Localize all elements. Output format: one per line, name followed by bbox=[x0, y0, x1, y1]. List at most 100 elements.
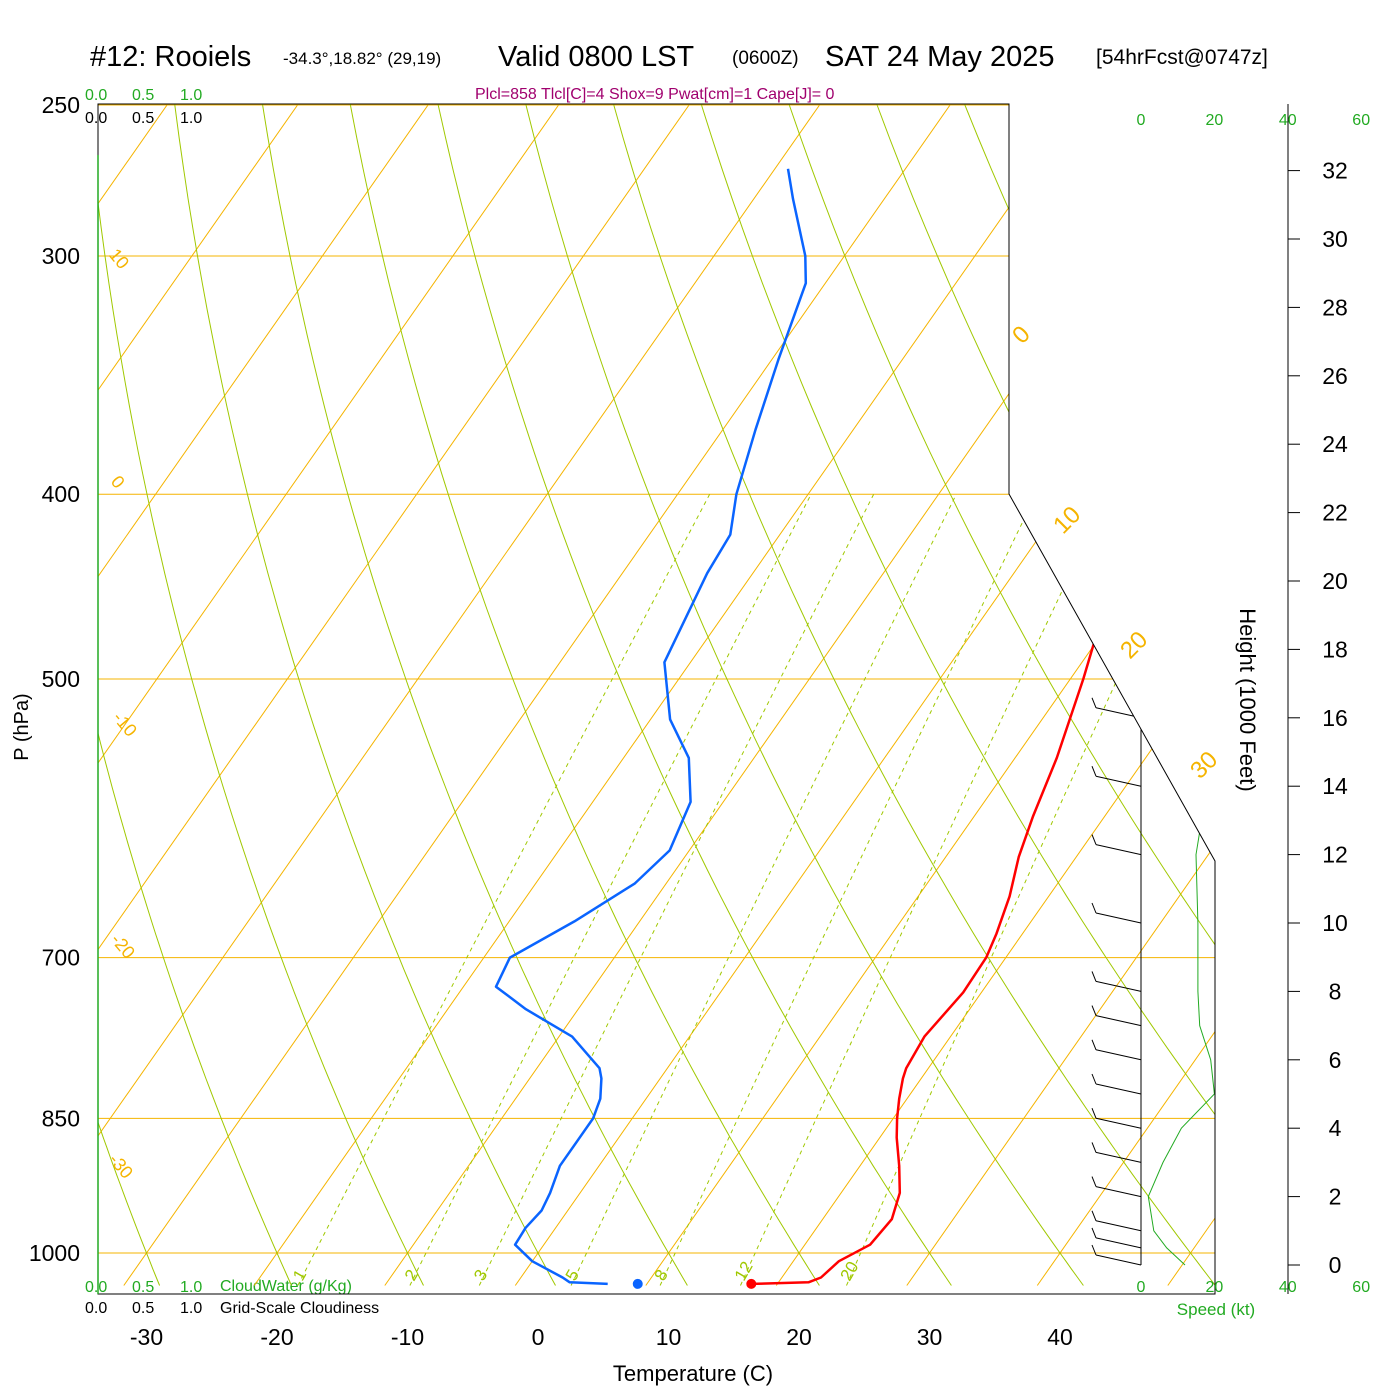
wind-barb bbox=[1095, 1083, 1142, 1095]
cloudwater-label: CloudWater (g/Kg) bbox=[220, 1278, 352, 1295]
dry-adiabat-line bbox=[517, 104, 1084, 1286]
isotherm-line bbox=[98, 104, 322, 1286]
isotherm-label: 30 bbox=[1185, 746, 1223, 784]
isotherm-label: 20 bbox=[1115, 626, 1153, 664]
mixing-ratio-line bbox=[846, 493, 1204, 1286]
cloudiness-tick: 0.5 bbox=[132, 1300, 154, 1317]
wind-barb-flag bbox=[1091, 697, 1097, 708]
height-tick-label: 4 bbox=[1329, 1115, 1342, 1141]
wind-barb-flag bbox=[1091, 1176, 1097, 1187]
wind-barb-flag bbox=[1091, 902, 1097, 914]
isotherm-line bbox=[98, 104, 583, 1286]
isotherm-line bbox=[645, 104, 1215, 1286]
height-tick-label: 14 bbox=[1322, 773, 1348, 799]
temperature-tick-label: -10 bbox=[391, 1324, 424, 1350]
dry-adiabat-line bbox=[604, 104, 1215, 1286]
dry-adiabat-line bbox=[1124, 104, 1215, 1286]
dry-adiabat-line bbox=[864, 104, 1215, 1286]
pressure-tick-label: 400 bbox=[42, 481, 80, 507]
dry-adiabat-line bbox=[256, 104, 688, 1286]
wind-barb-flag bbox=[1091, 355, 1097, 366]
mixing-ratio-line bbox=[409, 493, 812, 1286]
height-tick-label: 24 bbox=[1322, 431, 1348, 457]
height-tick-label: 6 bbox=[1329, 1047, 1342, 1073]
height-tick-label: 12 bbox=[1322, 842, 1348, 868]
pressure-tick-label: 500 bbox=[42, 666, 80, 692]
isotherm-line bbox=[98, 104, 714, 1286]
height-tick-label: 0 bbox=[1329, 1252, 1342, 1278]
wind-barb bbox=[1095, 160, 1142, 172]
height-tick-label: 16 bbox=[1322, 705, 1348, 731]
wind-barb bbox=[1095, 1186, 1142, 1198]
wind-barb-flag bbox=[1091, 492, 1097, 503]
isotherm-label: 10 bbox=[105, 245, 133, 273]
forecast-info: [54hrFcst@0747z] bbox=[1096, 46, 1268, 69]
mixing-ratio-label: 3 bbox=[470, 1266, 491, 1284]
mixing-ratio-label: 8 bbox=[651, 1266, 672, 1284]
height-tick-label: 18 bbox=[1322, 636, 1348, 662]
temperature-tick-label: 10 bbox=[656, 1324, 682, 1350]
isotherm-line bbox=[98, 104, 844, 1286]
wind-barb bbox=[1095, 1117, 1142, 1129]
speed-profile-line bbox=[1147, 170, 1215, 1266]
pressure-tick-label: 1000 bbox=[29, 1240, 80, 1266]
wind-barb bbox=[1095, 1015, 1142, 1027]
stability-indices: Plcl=858 Tlcl[C]=4 Shox=9 Pwat[cm]=1 Cap… bbox=[475, 86, 835, 103]
cloudiness-tick: 1.0 bbox=[180, 1300, 202, 1317]
temperature-tick-label: 20 bbox=[786, 1324, 812, 1350]
speed-tick-label: 60 bbox=[1352, 112, 1370, 129]
mixing-ratio-line bbox=[297, 493, 711, 1286]
mixing-ratio-line bbox=[478, 493, 875, 1286]
wind-barb-flag bbox=[1091, 1073, 1097, 1085]
height-tick-label: 26 bbox=[1322, 363, 1348, 389]
wind-barb-flag bbox=[1091, 1108, 1097, 1119]
dry-adiabat-line bbox=[170, 104, 556, 1286]
dewpoint-trace bbox=[494, 168, 808, 1286]
height-axis-title: Height (1000 Feet) bbox=[1235, 608, 1260, 791]
cloudwater-tick: 0.5 bbox=[132, 1279, 154, 1296]
wind-barb bbox=[1095, 433, 1142, 445]
utc-time: (0600Z) bbox=[732, 48, 799, 69]
mixing-ratio-label: 20 bbox=[836, 1258, 862, 1284]
cloudiness-tick: 0.5 bbox=[132, 110, 154, 127]
wind-barb bbox=[1095, 570, 1142, 582]
isotherm-line bbox=[123, 104, 975, 1286]
station-title: #12: Rooiels bbox=[90, 41, 251, 73]
speed-tick-label: 20 bbox=[1206, 1279, 1224, 1296]
wind-barbs bbox=[1091, 150, 1142, 1266]
cloud-scale-bottom: 0.0 0.5 1.0 CloudWater (g/Kg) 0.0 0.5 1.… bbox=[85, 1278, 379, 1317]
isotherm-line bbox=[775, 104, 1215, 1286]
temperature-tick-label: -30 bbox=[130, 1324, 163, 1350]
cloudwater-tick: 1.0 bbox=[180, 87, 202, 104]
height-tick-label: 2 bbox=[1329, 1184, 1342, 1210]
plot-area bbox=[98, 71, 1400, 1289]
wind-barb bbox=[1095, 502, 1142, 514]
height-tick-label: 20 bbox=[1322, 568, 1348, 594]
height-tick-label: 32 bbox=[1322, 158, 1348, 184]
wind-barb-flag bbox=[1091, 218, 1097, 230]
wind-barb bbox=[1095, 365, 1142, 377]
y-axis-title: P (hPa) bbox=[11, 693, 33, 760]
height-tick-label: 30 bbox=[1322, 226, 1348, 252]
wind-barb bbox=[1095, 228, 1142, 240]
pressure-tick-label: 700 bbox=[42, 945, 80, 971]
wind-barb-flag bbox=[1091, 1227, 1097, 1239]
isotherm-line bbox=[1298, 71, 1400, 1285]
x-axis-title: Temperature (C) bbox=[613, 1361, 773, 1386]
wind-barb bbox=[1095, 296, 1142, 308]
wind-barb bbox=[1095, 775, 1142, 787]
cloudiness-tick: 0.0 bbox=[85, 110, 107, 127]
wind-barb-flag bbox=[1091, 1244, 1097, 1256]
station-coords: -34.3°,18.82° (29,19) bbox=[283, 49, 441, 68]
wind-barb bbox=[1095, 1151, 1142, 1163]
isotherm-line bbox=[1036, 104, 1215, 1286]
speed-axis-title: Speed (kt) bbox=[1177, 1300, 1255, 1319]
temperature-tick-label: -20 bbox=[260, 1324, 293, 1350]
mixing-ratio-label: 2 bbox=[401, 1266, 422, 1284]
temperature-tick-label: 30 bbox=[917, 1324, 943, 1350]
wind-barb-flag bbox=[1091, 766, 1097, 777]
mixing-ratio-line bbox=[740, 493, 1109, 1286]
wind-barb-flag bbox=[1091, 150, 1097, 161]
